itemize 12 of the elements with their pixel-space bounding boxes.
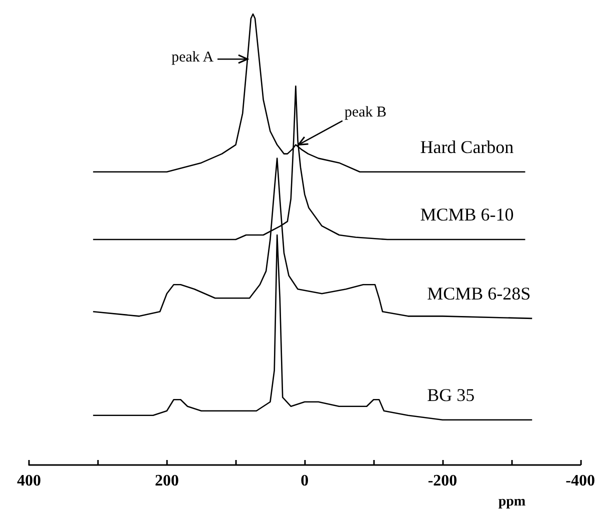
annotation: peak B: [344, 104, 387, 120]
x-axis-title: ppm: [498, 494, 526, 510]
annotation: peak A: [171, 50, 214, 66]
series-label: MCMB 6-28S: [427, 283, 531, 304]
x-tick-label: 200: [154, 472, 179, 490]
series-label: BG 35: [427, 384, 475, 405]
x-tick-label: -200: [428, 472, 458, 490]
x-tick-label: 400: [17, 472, 41, 490]
x-tick-label: 0: [300, 472, 309, 490]
series-label: Hard Carbon: [420, 136, 514, 157]
x-tick-label: -400: [566, 472, 595, 490]
series-label: MCMB 6-10: [420, 204, 514, 224]
